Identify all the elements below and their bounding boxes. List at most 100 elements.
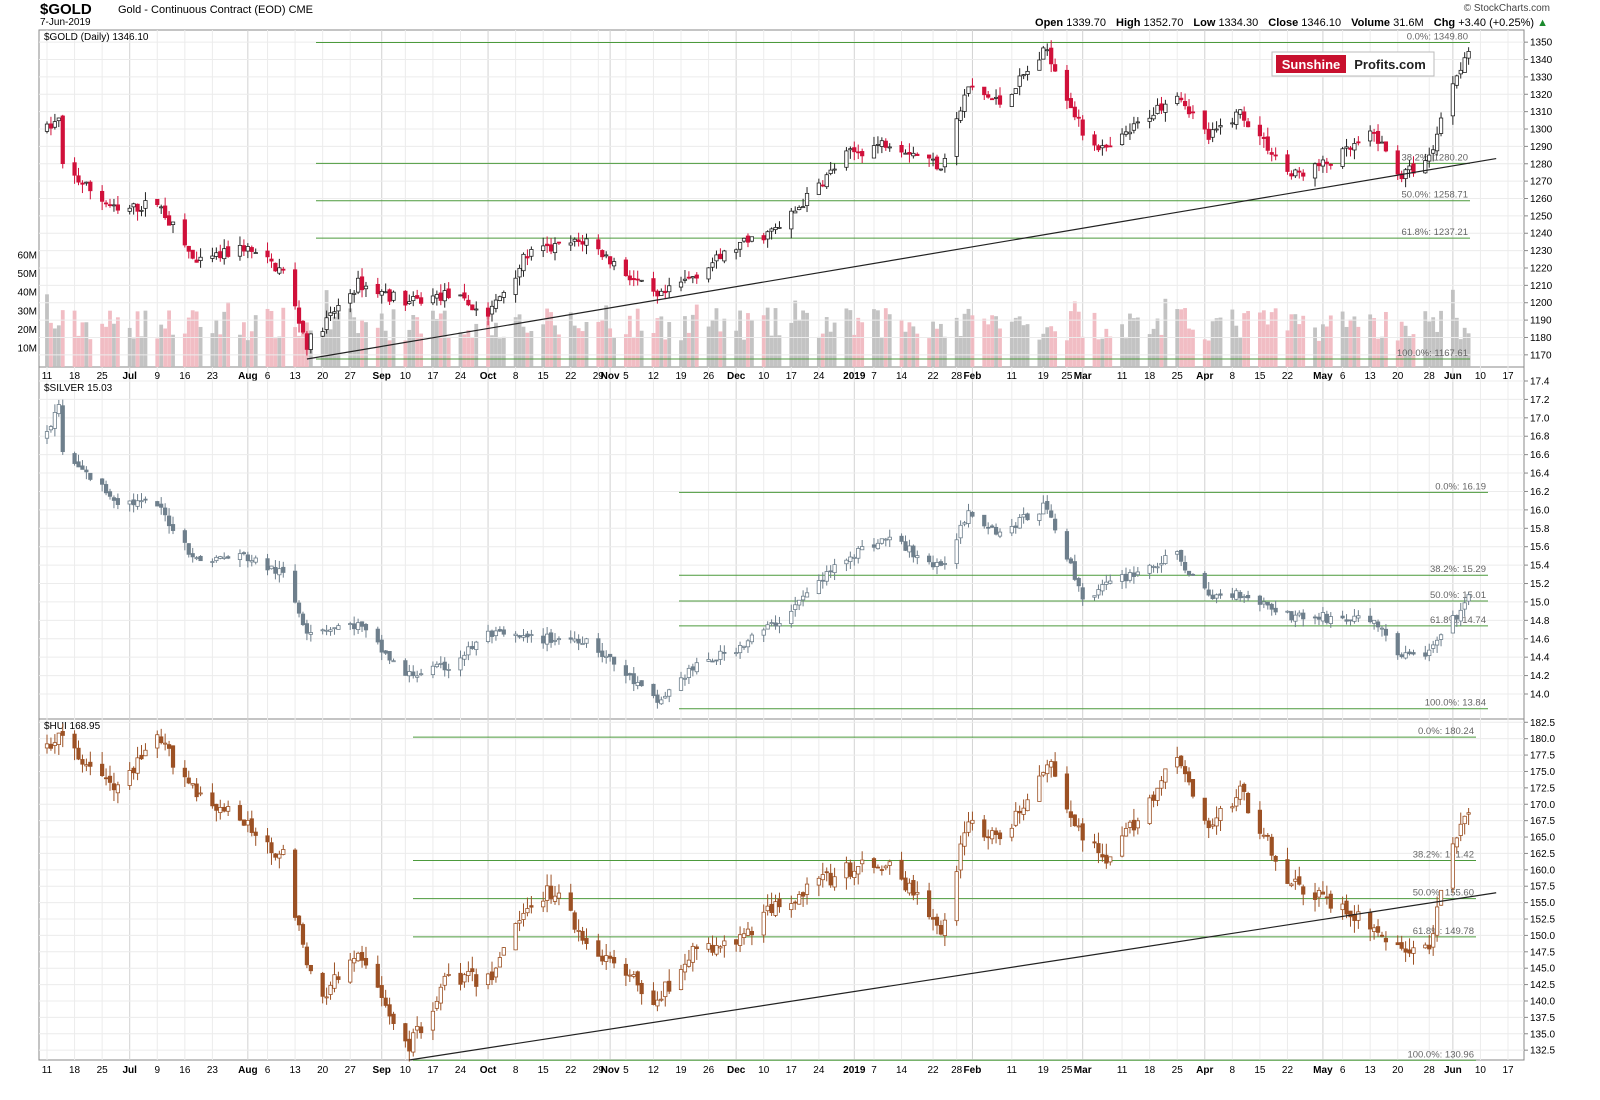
candle-body bbox=[1045, 501, 1050, 510]
candle-body bbox=[1285, 154, 1290, 172]
candle-body bbox=[1155, 566, 1160, 569]
candle-body bbox=[800, 595, 806, 601]
candle-body bbox=[1108, 856, 1113, 863]
candle-body bbox=[1320, 612, 1326, 622]
candle-body bbox=[1068, 98, 1073, 109]
candle-body bbox=[48, 743, 54, 749]
candle-body bbox=[749, 930, 755, 936]
candle-body bbox=[627, 673, 632, 676]
y-tick-label: 160.0 bbox=[1530, 865, 1555, 876]
candle-body bbox=[1080, 587, 1085, 600]
panel-2: 132.5 135.0 137.5 140.0 142.5 145.0 147.5 150.0… bbox=[39, 718, 1555, 1062]
volume-bar bbox=[1403, 325, 1408, 367]
volume-bars bbox=[45, 289, 1471, 367]
candle-body bbox=[300, 320, 306, 333]
candle-body bbox=[1285, 859, 1290, 884]
volume-bar bbox=[336, 312, 341, 367]
y-tick-label: 180.0 bbox=[1530, 734, 1555, 745]
open-value: 1339.70 bbox=[1066, 17, 1106, 29]
candle-body bbox=[1265, 834, 1270, 837]
candle-body bbox=[170, 745, 176, 768]
x-tick-label: 11 bbox=[42, 1065, 53, 1076]
candle-body bbox=[281, 566, 286, 573]
volume-bar bbox=[100, 323, 105, 367]
x-tick-label: Oct bbox=[480, 1065, 497, 1076]
volume-bar bbox=[1076, 311, 1081, 367]
candle-body bbox=[111, 783, 117, 791]
candle-body bbox=[336, 976, 341, 980]
candle-body bbox=[1431, 644, 1436, 649]
candle-body bbox=[769, 903, 774, 914]
trend-line bbox=[306, 157, 1497, 360]
candle-body bbox=[1096, 589, 1101, 596]
candle-body bbox=[887, 536, 892, 541]
candle-body bbox=[541, 245, 546, 252]
candle-body bbox=[820, 184, 825, 187]
candle-body bbox=[363, 285, 369, 290]
x-tick-label: 18 bbox=[1144, 371, 1156, 382]
candle-body bbox=[466, 646, 471, 656]
candle-body bbox=[1206, 589, 1211, 596]
candle-body bbox=[387, 1004, 392, 1017]
candle-body bbox=[328, 984, 333, 995]
candle-body bbox=[623, 665, 628, 676]
volume-bar bbox=[1466, 333, 1471, 367]
candle-body bbox=[308, 333, 313, 350]
y-tick-label: 1270 bbox=[1530, 177, 1553, 188]
x-tick-label: 23 bbox=[207, 1065, 219, 1076]
candle-body bbox=[962, 832, 967, 847]
volume-tick-label: 30M bbox=[18, 306, 37, 317]
candle-body bbox=[761, 235, 766, 241]
x-tick-label: 10 bbox=[400, 1065, 412, 1076]
candle-body bbox=[580, 241, 585, 245]
candle-body bbox=[1017, 810, 1022, 814]
y-tick-label: 152.5 bbox=[1530, 915, 1555, 926]
volume-bar bbox=[911, 326, 916, 367]
candle-body bbox=[844, 559, 849, 565]
candle-body bbox=[332, 974, 337, 989]
candle-body bbox=[659, 699, 664, 705]
x-tick-label: 19 bbox=[675, 371, 687, 382]
candle-body bbox=[927, 154, 932, 159]
x-tick-label: 20 bbox=[1392, 371, 1404, 382]
x-tick-label: 8 bbox=[1230, 371, 1236, 382]
candle-body bbox=[135, 757, 140, 774]
volume-bar bbox=[824, 317, 829, 367]
x-tick-label: 25 bbox=[1172, 371, 1184, 382]
candle-body bbox=[627, 974, 632, 977]
candle-body bbox=[816, 580, 821, 594]
candle-body bbox=[954, 539, 959, 565]
candle-body bbox=[1431, 149, 1436, 154]
candle-body bbox=[993, 96, 999, 99]
candle-body bbox=[52, 742, 57, 746]
volume-bar bbox=[525, 332, 530, 367]
candle-body bbox=[651, 278, 656, 292]
x-tick-label: Dec bbox=[727, 1065, 746, 1076]
candle-body bbox=[103, 484, 109, 494]
candle-body bbox=[273, 566, 278, 574]
candle-body bbox=[182, 219, 187, 246]
candle-body bbox=[1230, 806, 1235, 809]
candle-body bbox=[474, 641, 479, 650]
volume-bar bbox=[1147, 334, 1152, 367]
candle-body bbox=[1435, 133, 1440, 152]
candle-body bbox=[529, 249, 534, 257]
candle-body bbox=[474, 974, 479, 987]
candle-body bbox=[993, 526, 999, 535]
y-tick-label: 1280 bbox=[1530, 159, 1553, 170]
candle-body bbox=[513, 923, 518, 951]
volume-bar bbox=[915, 333, 920, 367]
candle-body bbox=[694, 274, 699, 279]
candle-body bbox=[927, 555, 932, 563]
candle-body bbox=[1438, 117, 1444, 134]
candle-body bbox=[970, 819, 975, 824]
candle-body bbox=[611, 957, 617, 964]
candle-body bbox=[1041, 47, 1046, 60]
candle-body bbox=[765, 624, 770, 630]
candle-body bbox=[954, 871, 959, 922]
candle-body bbox=[135, 500, 140, 507]
volume-bar bbox=[1072, 301, 1077, 367]
candle-body bbox=[879, 538, 884, 544]
candle-body bbox=[887, 861, 892, 866]
candle-body bbox=[686, 959, 691, 967]
